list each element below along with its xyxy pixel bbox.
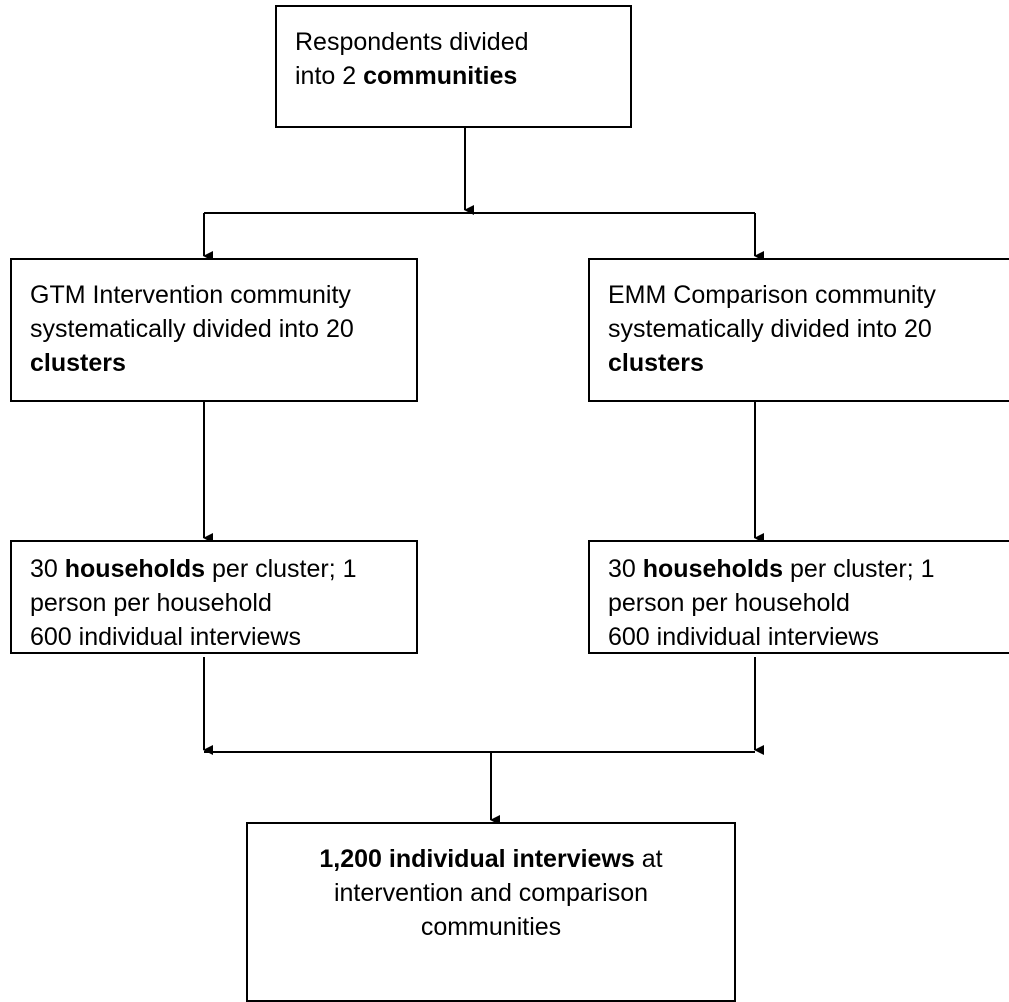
node-emm-households-suffix: per cluster; 1 xyxy=(783,555,935,583)
node-gtm-households-line-3: 600 individual interviews xyxy=(30,623,301,651)
node-gtm-bold: clusters xyxy=(30,349,126,377)
node-total-suffix: at xyxy=(634,845,663,873)
node-respondents-line-1: Respondents divided xyxy=(295,28,529,56)
node-respondents-bold: communities xyxy=(363,62,518,90)
node-emm-households-bold: households xyxy=(642,555,784,583)
node-gtm-households-prefix: 30 xyxy=(30,555,65,583)
node-emm-bold: clusters xyxy=(608,349,704,377)
node-emm-line-2: systematically divided into 20 xyxy=(608,315,932,343)
node-total-line-1: 1,200 individual interviews at xyxy=(248,842,734,876)
node-gtm-line-3: clusters xyxy=(30,346,416,380)
node-respondents-line-2: into 2 communities xyxy=(295,59,630,93)
node-gtm-households-line-2: person per household xyxy=(30,589,272,617)
node-gtm-households-suffix: per cluster; 1 xyxy=(205,555,357,583)
node-respondents: Respondents divided into 2 communities xyxy=(275,5,632,128)
node-gtm-line-1: GTM Intervention community xyxy=(30,281,351,309)
node-emm-line-3: clusters xyxy=(608,346,1009,380)
node-gtm-households-bold: households xyxy=(64,555,206,583)
node-gtm-intervention: GTM Intervention community systematicall… xyxy=(10,258,418,402)
node-total-bold: 1,200 individual interviews xyxy=(319,845,635,873)
node-emm-households: 30 households per cluster; 1 person per … xyxy=(588,540,1009,654)
node-gtm-line-2: systematically divided into 20 xyxy=(30,315,354,343)
node-total-interviews: 1,200 individual interviews at intervent… xyxy=(246,822,736,1002)
node-emm-line-1: EMM Comparison community xyxy=(608,281,936,309)
node-emm-comparison: EMM Comparison community systematically … xyxy=(588,258,1009,402)
node-emm-households-line-2: person per household xyxy=(608,589,850,617)
node-gtm-households: 30 households per cluster; 1 person per … xyxy=(10,540,418,654)
node-emm-households-prefix: 30 xyxy=(608,555,643,583)
node-emm-households-line-1: 30 households per cluster; 1 xyxy=(608,552,1009,586)
node-total-line-2: intervention and comparison xyxy=(333,879,649,907)
node-respondents-text: into 2 xyxy=(295,62,364,90)
node-total-line-3: communities xyxy=(420,913,562,941)
node-gtm-households-line-1: 30 households per cluster; 1 xyxy=(30,552,416,586)
node-emm-households-line-3: 600 individual interviews xyxy=(608,623,879,651)
